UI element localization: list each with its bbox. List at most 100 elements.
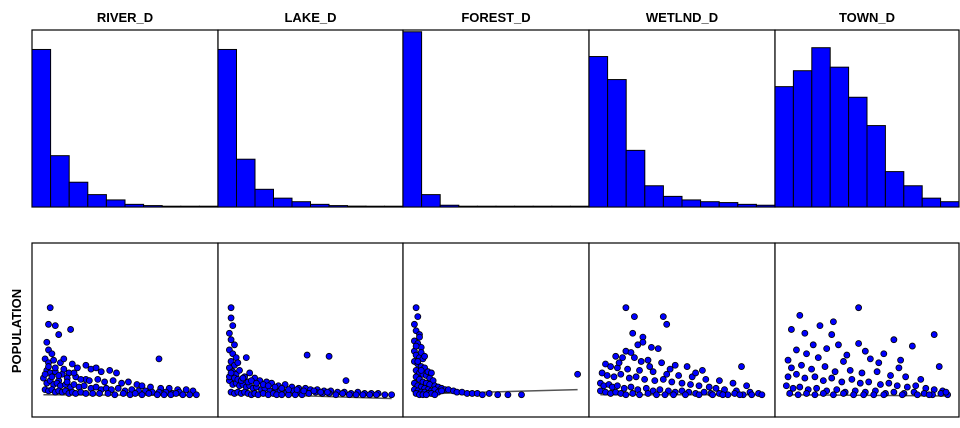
scatter-point-river-d <box>45 320 52 328</box>
histogram-bar-lake-d <box>365 205 385 208</box>
scatter-point-wetlnd-d <box>748 391 756 399</box>
scatter-point-wetlnd-d <box>661 391 669 399</box>
histogram-bar-town-d <box>940 201 960 208</box>
scatter-point-lake-d <box>229 322 237 330</box>
scatter-point-town-d <box>912 382 920 390</box>
histogram-bar-town-d <box>848 96 868 208</box>
scatter-point-river-d <box>41 370 49 378</box>
scatter-point-wetlnd-d <box>736 391 744 399</box>
scatter-point-wetlnd-d <box>644 390 652 397</box>
scatter-point-town-d <box>784 356 792 364</box>
scatter-point-wetlnd-d <box>699 366 706 374</box>
scatter-point-town-d <box>833 386 841 394</box>
scatter-point-town-d <box>831 368 839 376</box>
scatter-point-lake-d <box>345 391 353 399</box>
scatter-point-lake-d <box>323 388 331 396</box>
scatter-point-river-d <box>186 391 194 399</box>
scatter-point-town-d <box>846 366 854 374</box>
scatter-point-wetlnd-d <box>658 359 665 367</box>
histogram-bar-river-d <box>198 205 219 208</box>
scatter-point-river-d <box>160 391 168 399</box>
scatter-point-lake-d <box>317 388 325 396</box>
histogram-bar-river-d <box>50 155 70 208</box>
scatter-point-lake-d <box>285 386 292 394</box>
scatter-point-lake-d <box>227 369 235 377</box>
scatter-point-river-d <box>48 350 56 358</box>
histogram-bar-forest-d <box>439 204 460 208</box>
scatter-point-town-d <box>830 391 837 399</box>
scatter-point-forest-d <box>416 333 423 341</box>
histogram-bar-lake-d <box>310 203 330 208</box>
scatter-point-town-d <box>821 363 829 370</box>
scatter-point-lake-d <box>388 391 396 399</box>
histogram-bar-town-d <box>774 86 794 208</box>
scatter-point-wetlnd-d <box>622 391 630 399</box>
scatter-point-wetlnd-d <box>610 373 618 381</box>
scatter-point-river-d <box>113 369 120 377</box>
scatter-point-wetlnd-d <box>675 372 682 379</box>
scatter-point-wetlnd-d <box>631 354 638 362</box>
scatter-point-town-d <box>796 383 804 391</box>
scatter-point-river-d <box>192 391 200 399</box>
histogram-frame-forest-d <box>402 29 590 208</box>
scatter-point-town-d <box>877 381 884 388</box>
scatter-point-wetlnd-d <box>709 391 716 399</box>
scatter-point-town-d <box>858 369 866 377</box>
scatter-point-wetlnd-d <box>603 372 611 379</box>
histogram-bar-wetlnd-d <box>644 185 664 208</box>
scatter-point-river-d <box>60 365 68 373</box>
scatter-point-wetlnd-d <box>627 349 635 356</box>
scatter-point-wetlnd-d <box>705 383 713 391</box>
scatter-point-town-d <box>830 318 837 326</box>
histogram-bar-town-d <box>921 197 942 208</box>
scatter-point-forest-d <box>574 370 581 378</box>
histogram-bar-lake-d <box>273 197 293 208</box>
scatter-point-forest-d <box>421 352 429 360</box>
histogram-bar-town-d <box>792 70 813 208</box>
scatter-point-lake-d <box>271 383 279 391</box>
scatter-point-lake-d <box>236 366 243 374</box>
scatter-point-wetlnd-d <box>682 391 689 399</box>
scatter-point-town-d <box>887 372 894 379</box>
column-title-town-d: TOWN_D <box>839 10 895 25</box>
scatter-point-wetlnd-d <box>607 363 614 370</box>
scatter-point-town-d <box>850 391 857 399</box>
scatter-point-town-d <box>794 391 802 399</box>
scatter-point-wetlnd-d <box>631 313 638 321</box>
scatter-point-river-d <box>68 360 76 368</box>
scatter-point-forest-d <box>518 391 525 399</box>
scatter-point-river-d <box>97 368 105 376</box>
scatter-point-river-d <box>182 386 190 394</box>
scatter-point-river-d <box>94 375 102 383</box>
histogram-bar-forest-d <box>532 205 553 208</box>
scatter-point-wetlnd-d <box>656 386 664 394</box>
scatter-point-lake-d <box>352 391 360 399</box>
histogram-bar-river-d <box>180 205 200 208</box>
scatter-point-forest-d <box>417 366 425 374</box>
histogram-bar-lake-d <box>254 188 274 208</box>
scatter-point-town-d <box>880 350 888 358</box>
scatter-point-town-d <box>897 356 904 364</box>
scatter-point-river-d <box>118 379 125 387</box>
scatter-point-wetlnd-d <box>670 391 677 399</box>
histogram-bar-wetlnd-d <box>607 79 627 208</box>
scatter-point-forest-d <box>410 320 418 328</box>
histogram-bar-forest-d <box>495 205 516 208</box>
scatter-point-town-d <box>856 379 864 387</box>
scatter-point-town-d <box>809 341 817 349</box>
scatter-point-lake-d <box>339 390 347 397</box>
scatter-point-wetlnd-d <box>695 382 703 390</box>
scatter-point-wetlnd-d <box>636 366 643 374</box>
scatter-point-river-d <box>138 391 146 399</box>
scatter-point-river-d <box>114 384 122 392</box>
scatter-point-town-d <box>885 379 893 387</box>
scatter-point-lake-d <box>227 314 235 322</box>
scatter-point-wetlnd-d <box>651 377 659 385</box>
scatter-point-lake-d <box>278 384 286 392</box>
scatter-point-town-d <box>865 378 873 386</box>
scatter-point-river-d <box>92 364 100 372</box>
scatter-point-wetlnd-d <box>641 375 648 383</box>
scatter-point-town-d <box>819 377 827 385</box>
scatter-point-lake-d <box>227 336 235 344</box>
histogram-bar-forest-d <box>551 205 571 208</box>
